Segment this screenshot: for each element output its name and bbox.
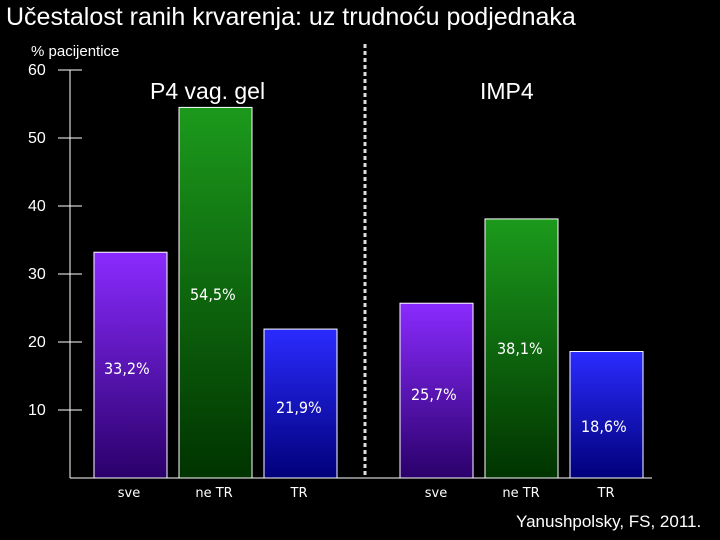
y-tick-label: 30 — [28, 266, 46, 283]
category-label: TR — [597, 486, 615, 501]
y-tick-label: 20 — [28, 334, 46, 351]
data-label: 38,1% — [497, 339, 543, 358]
data-label: 21,9% — [276, 398, 322, 417]
bar-blue — [263, 328, 338, 479]
chart-title: Učestalost ranih krvarenja: uz trudnoću … — [6, 3, 576, 31]
category-label: sve — [425, 486, 447, 501]
y-tick-label: 10 — [28, 402, 46, 419]
data-label: 18,6% — [581, 417, 627, 436]
category-label: ne TR — [195, 486, 232, 501]
y-axis-label: % pacijentice — [31, 43, 120, 60]
data-label: 54,5% — [190, 285, 236, 304]
y-tick-label: 60 — [28, 62, 46, 79]
category-label: TR — [290, 486, 308, 501]
y-tick-label: 40 — [28, 198, 46, 215]
data-label: 25,7% — [411, 385, 457, 404]
y-tick-label: 50 — [28, 130, 46, 147]
group-title: IMP4 — [480, 78, 534, 104]
bar-purple — [399, 302, 474, 479]
data-label: 33,2% — [104, 359, 150, 378]
category-label: ne TR — [502, 486, 539, 501]
bar-purple — [93, 251, 168, 479]
source-credit: Yanushpolsky, FS, 2011. — [516, 512, 702, 531]
group-title: P4 vag. gel — [150, 78, 265, 104]
bar-blue — [569, 351, 644, 479]
bar-green — [484, 218, 559, 479]
bar-green — [178, 106, 253, 479]
category-label: sve — [118, 486, 140, 501]
